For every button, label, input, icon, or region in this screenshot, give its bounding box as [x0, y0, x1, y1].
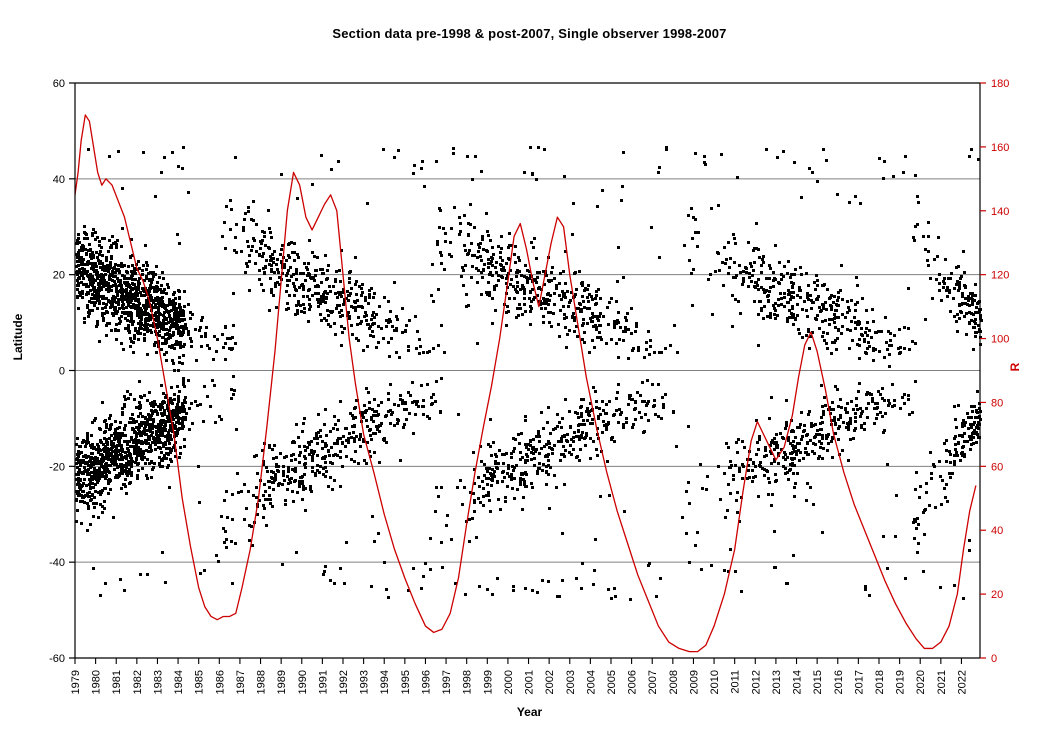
svg-text:2022: 2022	[956, 670, 968, 694]
svg-text:2005: 2005	[606, 670, 618, 694]
svg-text:1990: 1990	[297, 670, 309, 694]
svg-text:-20: -20	[49, 461, 65, 473]
svg-text:2013: 2013	[771, 670, 783, 694]
svg-text:80: 80	[991, 397, 1003, 409]
svg-text:1981: 1981	[111, 670, 123, 694]
svg-text:2016: 2016	[833, 670, 845, 694]
svg-text:1979: 1979	[70, 670, 82, 694]
svg-text:2002: 2002	[544, 670, 556, 694]
svg-text:2017: 2017	[853, 670, 865, 694]
svg-text:1991: 1991	[317, 670, 329, 694]
svg-text:20: 20	[991, 589, 1003, 601]
svg-text:2012: 2012	[750, 670, 762, 694]
svg-text:1984: 1984	[173, 670, 185, 694]
svg-text:160: 160	[991, 142, 1009, 154]
chart-title: Section data pre-1998 & post-2007, Singl…	[332, 26, 727, 41]
svg-text:2006: 2006	[627, 670, 639, 694]
svg-text:2020: 2020	[915, 670, 927, 694]
svg-text:-40: -40	[49, 557, 65, 569]
svg-text:100: 100	[991, 334, 1009, 346]
svg-text:2014: 2014	[792, 670, 804, 694]
svg-text:60: 60	[53, 78, 65, 90]
svg-text:2004: 2004	[585, 670, 597, 694]
svg-text:40: 40	[991, 525, 1003, 537]
sunspot-scatter-layer	[75, 146, 983, 601]
y-axis-left-title: Latitude	[11, 313, 25, 361]
svg-text:2019: 2019	[895, 670, 907, 694]
svg-text:1982: 1982	[132, 670, 144, 694]
y-axis-left-ticks: -60 -40 -20 0 20 40 60	[49, 78, 75, 665]
svg-text:1980: 1980	[91, 670, 103, 694]
gridlines-group	[75, 178, 980, 563]
svg-text:40: 40	[53, 174, 65, 186]
svg-text:1986: 1986	[214, 670, 226, 694]
svg-text:2010: 2010	[709, 670, 721, 694]
svg-text:-60: -60	[49, 653, 65, 665]
sunspot-number-curve	[74, 114, 977, 653]
svg-text:1987: 1987	[235, 670, 247, 694]
svg-text:140: 140	[991, 206, 1009, 218]
svg-text:2003: 2003	[565, 670, 577, 694]
svg-text:0: 0	[59, 366, 65, 378]
svg-text:0: 0	[991, 653, 997, 665]
y-axis-right-title: R	[1008, 362, 1022, 372]
y-axis-right-ticks: 0 20 40 60 80 100 120 140 160 180	[980, 78, 1009, 665]
svg-text:2011: 2011	[730, 670, 742, 694]
svg-text:1993: 1993	[359, 670, 371, 694]
svg-text:2021: 2021	[936, 670, 948, 694]
svg-text:1998: 1998	[462, 670, 474, 694]
svg-text:1988: 1988	[256, 670, 268, 694]
svg-text:1996: 1996	[420, 670, 432, 694]
x-axis-title: Year	[516, 705, 543, 719]
svg-text:1999: 1999	[482, 670, 494, 694]
svg-text:1994: 1994	[379, 670, 391, 694]
svg-text:2018: 2018	[874, 670, 886, 694]
svg-text:2008: 2008	[668, 670, 680, 694]
svg-text:20: 20	[53, 270, 65, 282]
svg-text:1997: 1997	[441, 670, 453, 694]
svg-text:2001: 2001	[524, 670, 536, 694]
svg-text:2007: 2007	[647, 670, 659, 694]
svg-text:1983: 1983	[152, 670, 164, 694]
svg-text:60: 60	[991, 461, 1003, 473]
svg-text:1985: 1985	[194, 670, 206, 694]
svg-text:1989: 1989	[276, 670, 288, 694]
svg-text:2000: 2000	[503, 670, 515, 694]
svg-text:180: 180	[991, 78, 1009, 90]
svg-text:1995: 1995	[400, 670, 412, 694]
svg-text:1992: 1992	[338, 670, 350, 694]
svg-text:2009: 2009	[688, 670, 700, 694]
x-axis-ticks: 1979 1980 1981 1982 1983 1984 1985 1986 1987 1988…	[70, 658, 968, 694]
svg-text:2015: 2015	[812, 670, 824, 694]
svg-text:120: 120	[991, 270, 1009, 282]
